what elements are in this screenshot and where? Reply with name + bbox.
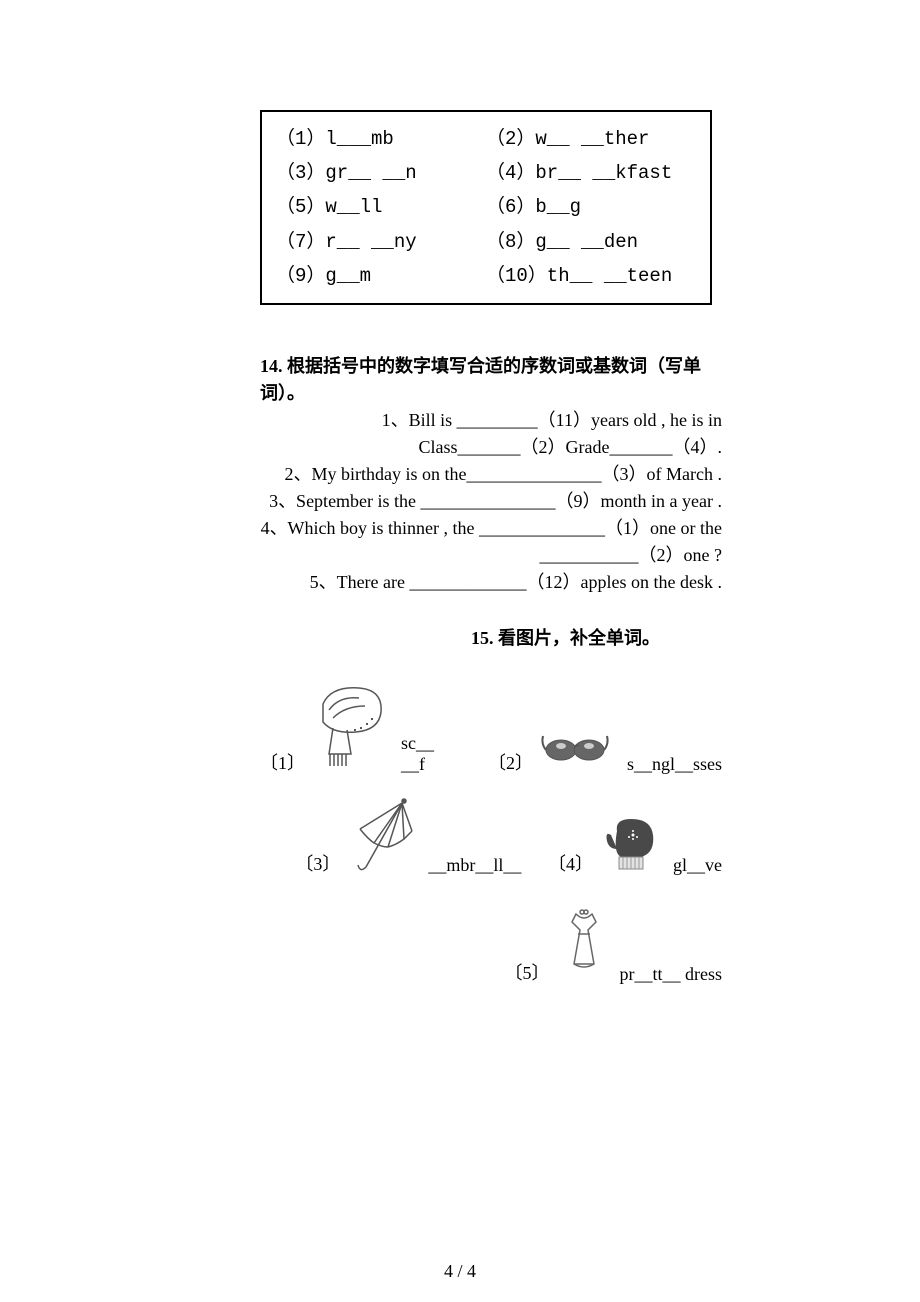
item-label: 〔2〕 <box>488 749 539 777</box>
box-cell: （9）g__m <box>276 259 486 293</box>
q14-line: ___________（2）one ? <box>260 542 722 569</box>
box-cell: （4）br__ __kfast <box>486 156 696 190</box>
item-label: 〔1〕 <box>260 749 311 777</box>
box-cell: （6）b__g <box>486 190 696 224</box>
box-cell: （7）r__ __ny <box>276 225 486 259</box>
box-cell: （8）g__ __den <box>486 225 696 259</box>
picture-section: 〔1〕 <box>260 682 722 987</box>
q14-number: 14. <box>260 356 283 376</box>
q14-line: 3、September is the _______________（9）mon… <box>260 488 722 515</box>
q14-line: 5、There are _____________（12）apples on t… <box>260 569 722 596</box>
umbrella-icon <box>346 795 420 878</box>
item-label: 〔3〕 <box>295 850 346 878</box>
item-text: sc__ __f <box>393 733 450 777</box>
question-15: 15. 看图片，补全单词。 <box>60 624 860 650</box>
q14-title-text: 根据括号中的数字填写合适的序数词或基数词（写单词）。 <box>260 356 701 403</box>
item-text: pr__tt__ dress <box>612 964 723 987</box>
question-14: 14. 根据括号中的数字填写合适的序数词或基数词（写单词）。 1、Bill is… <box>260 353 722 596</box>
scarf-icon <box>311 682 393 777</box>
sunglasses-icon <box>539 726 611 777</box>
page-footer: 4 / 4 <box>0 1261 920 1282</box>
q15-number: 15. <box>471 628 494 648</box>
item-text: s__ngl__sses <box>619 754 722 777</box>
box-cell: （5）w__ll <box>276 190 486 224</box>
box-cell: （1）l___mb <box>276 122 486 156</box>
item-label: 〔4〕 <box>548 850 599 878</box>
item-text: gl__ve <box>665 855 722 878</box>
box-cell: （10）th__ __teen <box>486 259 696 293</box>
q14-line: 1、Bill is _________（11）years old , he is… <box>260 407 722 434</box>
q14-line: 2、My birthday is on the_______________（3… <box>260 461 722 488</box>
q14-line: 4、Which boy is thinner , the ___________… <box>260 515 722 542</box>
box-cell: （2）w__ __ther <box>486 122 696 156</box>
glove-icon <box>599 815 665 878</box>
q14-line: Class_______（2）Grade_______（4）. <box>260 434 722 461</box>
box-cell: （3）gr__ __n <box>276 156 486 190</box>
dress-icon <box>556 908 612 987</box>
item-label: 〔5〕 <box>505 959 556 987</box>
item-text: __mbr__ll__ <box>420 855 521 878</box>
q15-title-text: 看图片，补全单词。 <box>498 628 660 648</box>
word-box: （1）l___mb （2）w__ __ther （3）gr__ __n （4）b… <box>260 110 712 305</box>
